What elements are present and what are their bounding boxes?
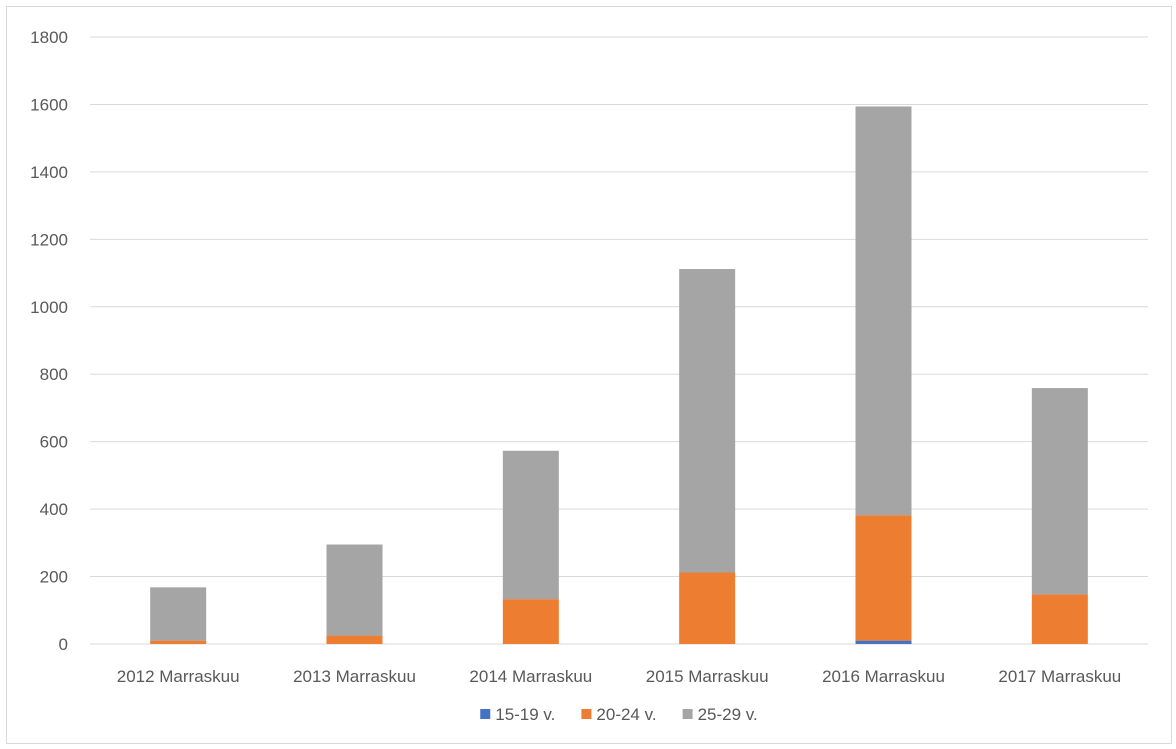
bar-segment xyxy=(1031,388,1088,595)
y-tick-label: 200 xyxy=(40,568,68,587)
legend-label: 15-19 v. xyxy=(495,705,555,724)
bar-segment xyxy=(150,640,207,644)
bar-segment xyxy=(502,450,559,600)
y-tick-label: 800 xyxy=(40,365,68,384)
y-tick-label: 1600 xyxy=(30,95,68,114)
legend-swatch xyxy=(480,709,491,719)
x-category-label: 2014 Marraskuu xyxy=(469,667,592,686)
x-category-label: 2013 Marraskuu xyxy=(293,667,416,686)
y-tick-label: 600 xyxy=(40,433,68,452)
x-category-label: 2017 Marraskuu xyxy=(998,667,1121,686)
legend-label: 20-24 v. xyxy=(596,705,656,724)
bar-segment xyxy=(326,635,383,644)
legend-swatch xyxy=(682,709,693,719)
gridlines xyxy=(90,36,1148,645)
bar-segment xyxy=(855,515,912,641)
x-category-label: 2015 Marraskuu xyxy=(646,667,769,686)
legend-swatch xyxy=(581,709,592,719)
bar-segment xyxy=(679,269,736,573)
y-tick-label: 400 xyxy=(40,500,68,519)
bar-segment xyxy=(150,587,207,641)
x-category-label: 2012 Marraskuu xyxy=(117,667,240,686)
bar-segment xyxy=(326,544,383,636)
legend: 15-19 v. 20-24 v. 25-29 v. xyxy=(480,705,758,724)
legend-label: 25-29 v. xyxy=(698,705,758,724)
y-axis-ticks: 0 200 400 600 800 1000 1200 1400 1600 1800 xyxy=(30,28,68,654)
bars xyxy=(150,106,1088,644)
y-tick-label: 1800 xyxy=(30,28,68,47)
y-tick-label: 1400 xyxy=(30,163,68,182)
bar-segment xyxy=(855,106,912,516)
bar-segment xyxy=(855,640,912,644)
bar-segment xyxy=(1031,594,1088,644)
bar-segment xyxy=(502,599,559,644)
y-tick-label: 1000 xyxy=(30,298,68,317)
y-tick-label: 0 xyxy=(59,635,68,654)
x-category-label: 2016 Marraskuu xyxy=(822,667,945,686)
x-axis-categories: 2012 Marraskuu 2013 Marraskuu 2014 Marrask… xyxy=(117,667,1122,686)
bar-segment xyxy=(679,572,736,644)
y-tick-label: 1200 xyxy=(30,230,68,249)
